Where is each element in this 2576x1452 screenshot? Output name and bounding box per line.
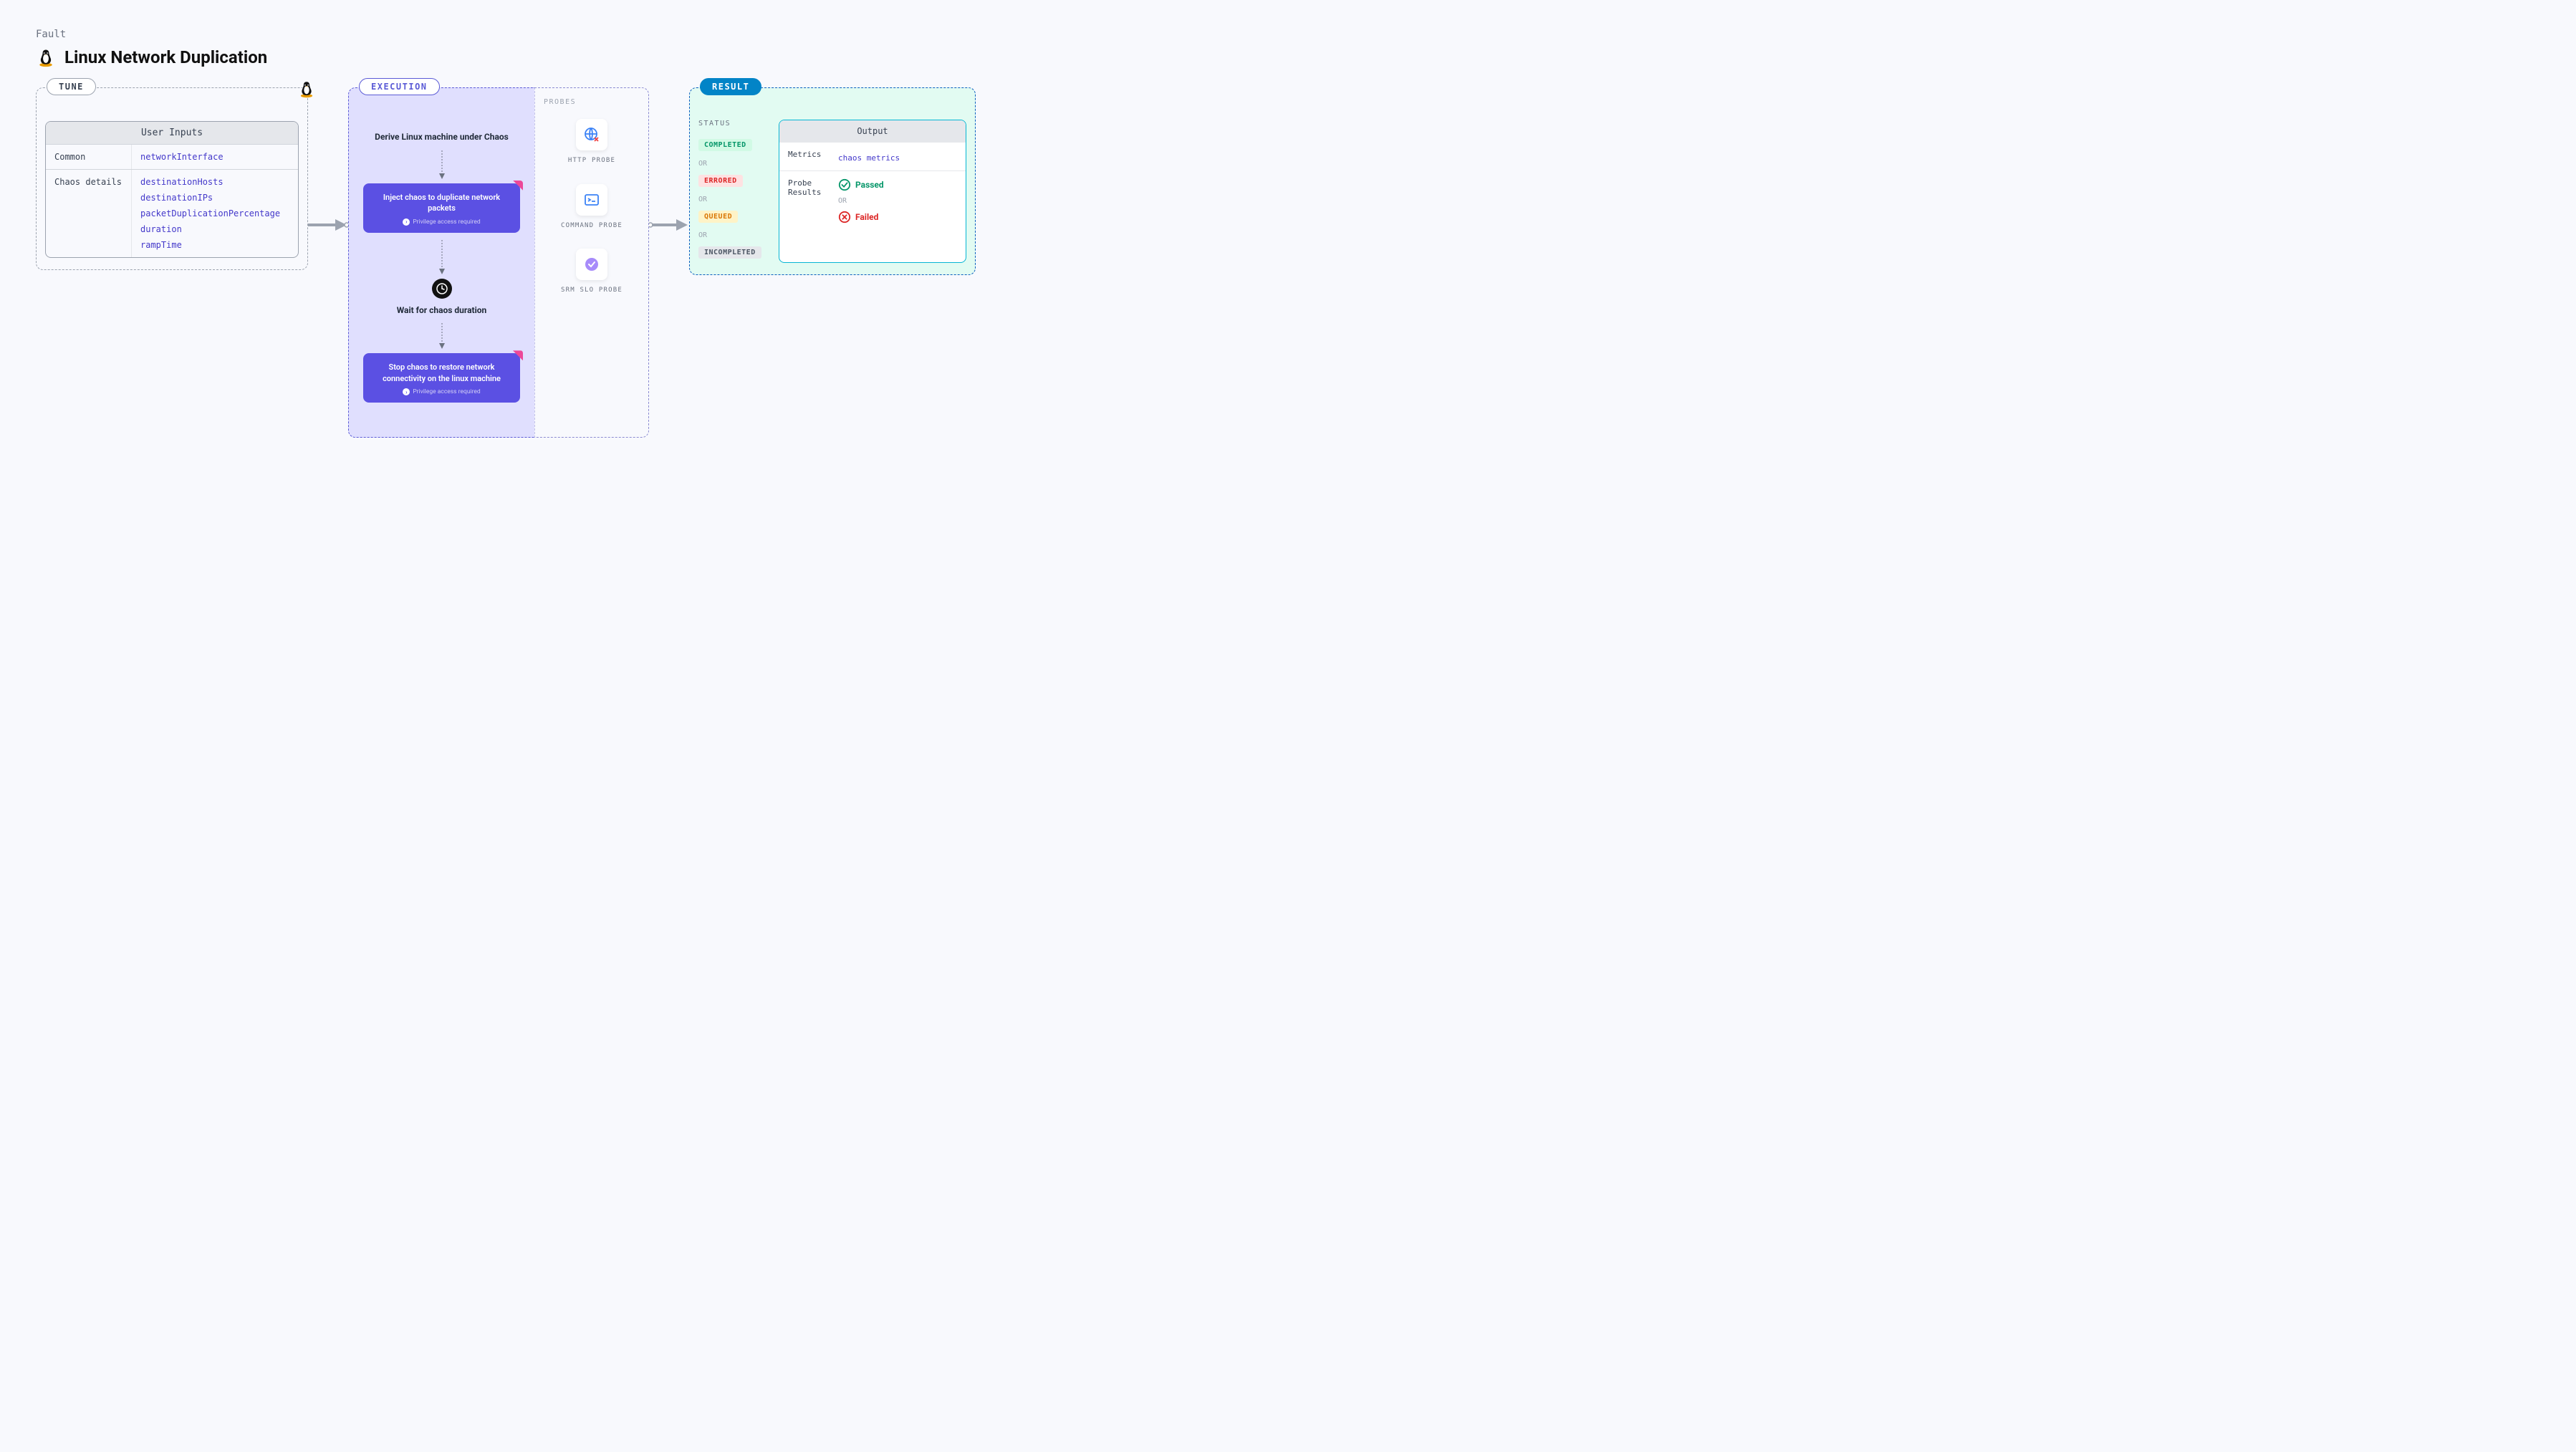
result-passed: Passed — [838, 178, 957, 191]
tune-value: rampTime — [140, 240, 289, 250]
probe-item-http: HTTP PROBE — [544, 119, 640, 165]
probes-title: PROBES — [544, 98, 640, 106]
diagram: TUNE User Inputs Common networkInterface… — [36, 87, 2540, 438]
flow-card-stop: Stop chaos to restore network connectivi… — [363, 353, 520, 403]
flow-step-derive: Derive Linux machine under Chaos — [363, 131, 520, 143]
flow-card-title: Stop chaos to restore network connectivi… — [373, 362, 510, 384]
check-circle-icon — [838, 178, 851, 191]
category-label: Fault — [36, 29, 2540, 40]
privilege-icon: › — [403, 388, 410, 395]
tune-badge: TUNE — [47, 78, 96, 95]
status-or: OR — [698, 231, 770, 239]
output-header: Output — [779, 120, 966, 142]
tune-row-chaos: Chaos details destinationHosts destinati… — [46, 169, 298, 257]
flow-step-wait: Wait for chaos duration — [363, 304, 520, 317]
output-row-content: chaos metrics — [838, 150, 957, 163]
status-errored: ERRORED — [698, 175, 743, 187]
status-queued: QUEUED — [698, 211, 738, 223]
tune-row-values: networkInterface — [132, 145, 298, 169]
status-completed: COMPLETED — [698, 139, 752, 151]
output-row-probe-results: Probe Results Passed OR Failed — [779, 170, 966, 236]
flow-arrow-icon — [363, 149, 520, 181]
execution-panel: EXECUTION Derive Linux machine under Cha… — [348, 87, 534, 438]
card-corner-icon — [513, 350, 523, 360]
clock-icon — [432, 279, 452, 299]
output-row-metrics: Metrics chaos metrics — [779, 142, 966, 170]
flow-arrow-icon — [363, 322, 520, 350]
metrics-link[interactable]: chaos metrics — [838, 153, 900, 163]
arrow-connector — [308, 216, 348, 234]
output-row-label: Probe Results — [788, 178, 838, 197]
status-title: STATUS — [698, 120, 770, 128]
result-badge: RESULT — [700, 78, 761, 95]
probe-label: COMMAND PROBE — [561, 221, 623, 231]
linux-corner-icon — [297, 80, 316, 98]
tune-row-label: Chaos details — [46, 170, 132, 257]
flow-card-sub-text: Privilege access required — [413, 218, 480, 226]
tune-row-values: destinationHosts destinationIPs packetDu… — [132, 170, 298, 257]
execution-badge: EXECUTION — [359, 78, 440, 95]
globe-icon — [576, 119, 607, 150]
result-or: OR — [838, 197, 957, 205]
tune-value: duration — [140, 224, 289, 234]
result-passed-label: Passed — [855, 180, 884, 190]
output-box: Output Metrics chaos metrics Probe Resul… — [779, 120, 966, 263]
output-row-content: Passed OR Failed — [838, 178, 957, 229]
probe-item-srm: SRM SLO PROBE — [544, 249, 640, 295]
linux-icon — [36, 47, 56, 67]
flow-card-title: Inject chaos to duplicate network packet… — [373, 192, 510, 214]
card-corner-icon — [513, 181, 523, 191]
status-or: OR — [698, 196, 770, 203]
output-row-label: Metrics — [788, 150, 838, 159]
tune-row-label: Common — [46, 145, 132, 169]
flow-card-sub: › Privilege access required — [373, 388, 510, 395]
flow-card-sub-text: Privilege access required — [413, 388, 480, 395]
tune-value: networkInterface — [140, 152, 289, 162]
title-row: Linux Network Duplication — [36, 47, 2540, 67]
tune-value: packetDuplicationPercentage — [140, 208, 289, 218]
result-failed: Failed — [838, 211, 957, 223]
flow-arrow-icon — [363, 239, 520, 276]
status-column: STATUS COMPLETED OR ERRORED OR QUEUED OR… — [698, 120, 770, 263]
status-incompleted: INCOMPLETED — [698, 246, 761, 259]
probe-label: SRM SLO PROBE — [561, 286, 623, 295]
status-or: OR — [698, 160, 770, 168]
probes-panel: PROBES HTTP PROBE COMMAND PROBE SRM SLO … — [534, 87, 649, 438]
probe-label: HTTP PROBE — [568, 156, 615, 165]
probe-item-command: COMMAND PROBE — [544, 184, 640, 231]
user-inputs-header: User Inputs — [46, 122, 298, 144]
flow-card-sub: › Privilege access required — [373, 218, 510, 226]
result-failed-label: Failed — [855, 212, 878, 222]
flow-card-inject: Inject chaos to duplicate network packet… — [363, 183, 520, 233]
execution-container: EXECUTION Derive Linux machine under Cha… — [348, 87, 649, 438]
tune-row-common: Common networkInterface — [46, 144, 298, 169]
tune-value: destinationHosts — [140, 177, 289, 187]
privilege-icon: › — [403, 218, 410, 226]
result-panel: RESULT STATUS COMPLETED OR ERRORED OR QU… — [689, 87, 976, 275]
page-title: Linux Network Duplication — [64, 47, 267, 67]
arrow-connector — [649, 216, 689, 234]
tune-value: destinationIPs — [140, 193, 289, 203]
terminal-icon — [576, 184, 607, 216]
tune-panel: TUNE User Inputs Common networkInterface… — [36, 87, 308, 270]
header: Fault Linux Network Duplication — [36, 29, 2540, 67]
badge-icon — [576, 249, 607, 280]
user-inputs-box: User Inputs Common networkInterface Chao… — [45, 121, 299, 258]
x-circle-icon — [838, 211, 851, 223]
